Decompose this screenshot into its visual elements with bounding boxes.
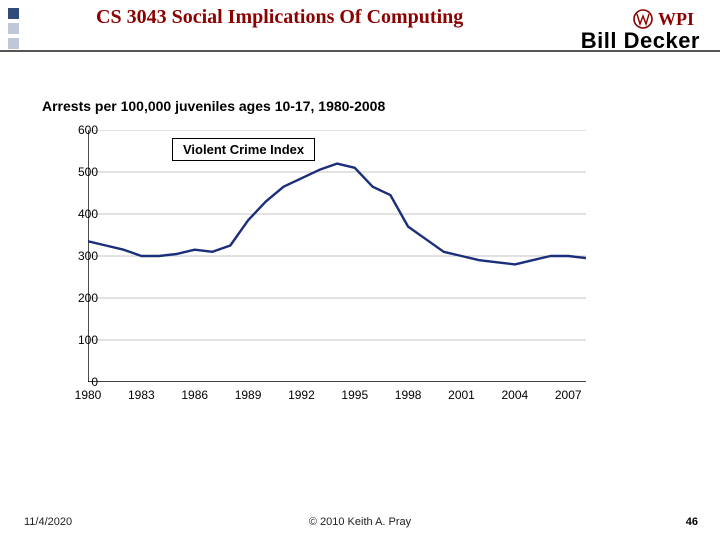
chart-plot: Violent Crime Index xyxy=(88,130,586,382)
chart-title: Arrests per 100,000 juveniles ages 10-17… xyxy=(42,98,385,114)
footer-page-number: 46 xyxy=(686,516,698,528)
x-tick-label: 1989 xyxy=(235,388,262,402)
y-tick-label: 100 xyxy=(58,333,98,347)
x-tick-label: 2004 xyxy=(501,388,528,402)
footer-copyright: © 2010 Keith A. Pray xyxy=(309,516,411,528)
slide-header: CS 3043 Social Implications Of Computing… xyxy=(0,0,720,52)
chart-svg xyxy=(88,130,586,382)
x-tick-label: 1986 xyxy=(181,388,208,402)
bullet-icon xyxy=(8,8,19,19)
slide: CS 3043 Social Implications Of Computing… xyxy=(0,0,720,540)
course-title: CS 3043 Social Implications Of Computing xyxy=(96,6,463,29)
logo-text: WPI xyxy=(658,9,694,29)
y-tick-label: 0 xyxy=(58,375,98,389)
bullet-icon xyxy=(8,38,19,49)
presenter-name: Bill Decker xyxy=(581,28,700,54)
x-tick-label: 1980 xyxy=(75,388,102,402)
x-tick-label: 1995 xyxy=(341,388,368,402)
x-tick-label: 1983 xyxy=(128,388,155,402)
chart-legend: Violent Crime Index xyxy=(172,138,315,161)
legend-label: Violent Crime Index xyxy=(183,142,304,157)
y-tick-label: 200 xyxy=(58,291,98,305)
bullet-icon xyxy=(8,23,19,34)
wpi-logo: WPI xyxy=(632,8,708,30)
x-tick-label: 1998 xyxy=(395,388,422,402)
y-tick-label: 600 xyxy=(58,123,98,137)
y-tick-label: 300 xyxy=(58,249,98,263)
x-tick-label: 2001 xyxy=(448,388,475,402)
y-tick-label: 400 xyxy=(58,207,98,221)
x-tick-label: 2007 xyxy=(555,388,582,402)
x-tick-label: 1992 xyxy=(288,388,315,402)
y-tick-label: 500 xyxy=(58,165,98,179)
header-bullets xyxy=(8,8,19,53)
footer-date: 11/4/2020 xyxy=(24,516,72,528)
chart: Arrests per 100,000 juveniles ages 10-17… xyxy=(42,102,602,432)
